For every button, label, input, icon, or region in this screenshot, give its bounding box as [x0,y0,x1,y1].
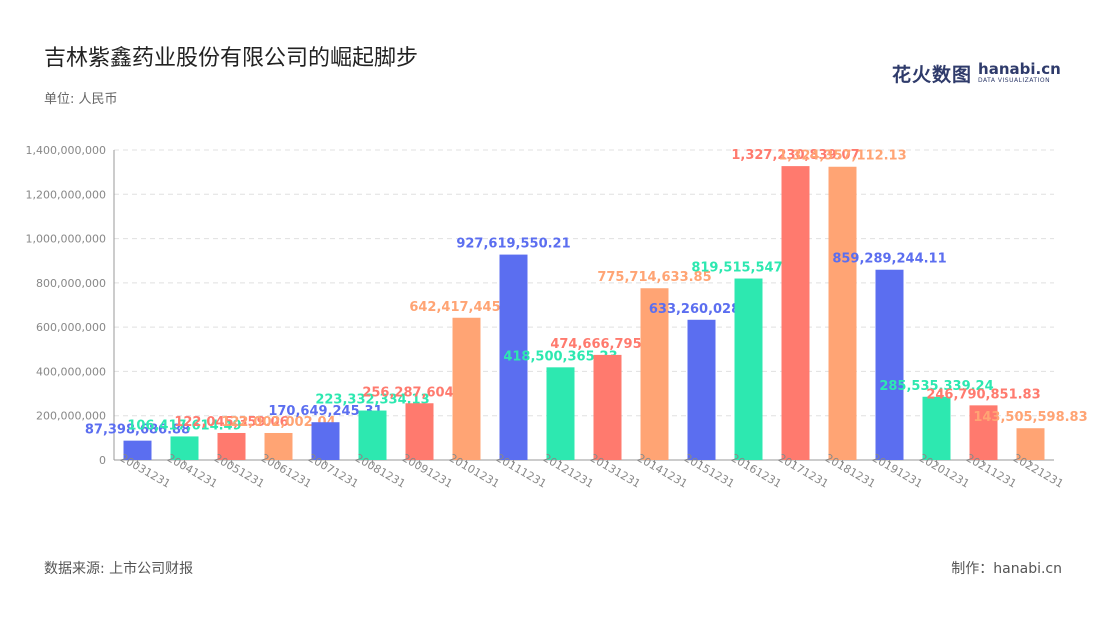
bar [499,254,528,460]
y-tick-label: 1,000,000,000 [26,233,106,246]
data-label: 642,417,445.93 [409,300,523,315]
data-label: 927,619,550.21 [456,237,570,252]
bar [687,319,716,460]
data-source: 数据来源: 上市公司财报 [44,561,194,577]
data-label: 859,289,244.11 [832,252,946,267]
bar [405,403,434,460]
data-label: 418,500,365.23 [503,349,617,364]
bar [546,367,575,460]
data-label: 246,790,851.83 [926,387,1040,402]
bar [922,396,951,460]
data-label: 143,505,598.83 [973,410,1087,425]
y-tick-label: 200,000,000 [36,410,106,423]
logo-cn-text: 花火数图 [892,63,973,86]
logo-en-block: hanabi.cn DATA VISUALIZATION [978,62,1061,84]
chart-title: 吉林紫鑫药业股份有限公司的崛起脚步 [44,46,419,71]
data-label: 106,417,614.49 [127,418,241,433]
logo-en-subtitle: DATA VISUALIZATION [978,77,1051,84]
bar [123,440,152,460]
data-label: 1,327,230,839.07 [731,148,859,163]
data-label: 256,287,604.81 [362,385,476,400]
bar [264,432,293,460]
data-label: 1,324,357,112.13 [778,149,906,164]
data-label: 775,714,633.85 [597,270,711,285]
bar [734,278,763,460]
data-label: 87,398,686.88 [85,423,190,438]
data-label: 170,649,245.31 [268,404,382,419]
y-tick-label: 0 [99,454,106,467]
credit-text: 制作：hanabi.cn [951,561,1062,577]
data-label: 819,515,547.34 [691,261,805,276]
bar [969,405,998,460]
y-tick-label: 800,000,000 [36,277,106,290]
data-label: 474,666,795.22 [550,337,664,352]
data-label: 633,260,028.2 [649,302,754,317]
logo-en-text: hanabi.cn [978,60,1061,78]
bar [828,166,857,460]
bar [781,166,810,461]
bar [311,422,340,460]
hanabi-logo[interactable]: 花火数图 hanabi.cn DATA VISUALIZATION [892,58,1061,88]
bar [358,410,387,460]
bar [593,354,622,460]
data-label: 285,535,339.24 [879,379,993,394]
y-tick-label: 600,000,000 [36,321,106,334]
bar [217,432,246,460]
y-tick-label: 1,200,000,000 [26,188,106,201]
bar [452,317,481,460]
bar [1016,428,1045,460]
y-tick-label: 400,000,000 [36,365,106,378]
unit-label: 单位: 人民币 [44,92,118,107]
data-label: 122,002,002.04 [221,415,335,430]
data-label: 122,045,359.06 [174,415,288,430]
bar [640,288,669,460]
data-label: 223,332,334.13 [315,393,429,408]
bar [875,269,904,460]
y-tick-label: 1,400,000,000 [26,144,106,157]
bar [170,436,199,460]
